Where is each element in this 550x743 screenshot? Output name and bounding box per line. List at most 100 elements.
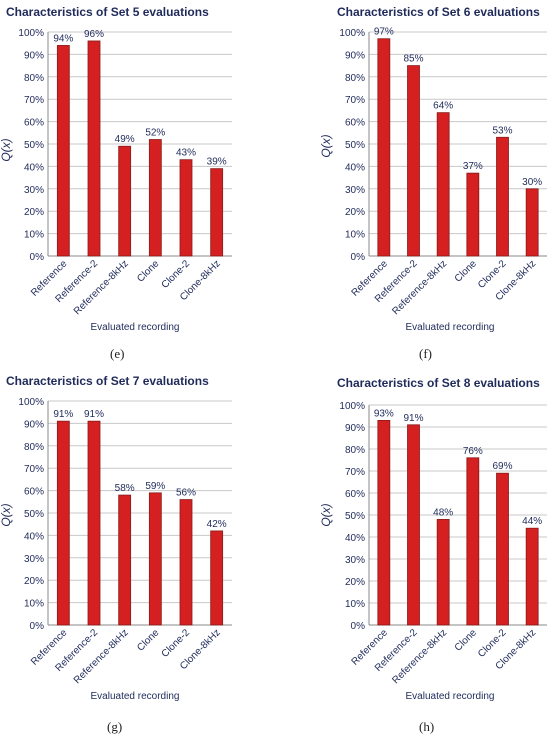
y-tick-label: 60% (24, 487, 44, 498)
y-tick-label: 90% (345, 50, 365, 61)
data-label: 94% (53, 33, 73, 44)
data-label: 42% (207, 519, 227, 530)
y-tick-label: 100% (18, 28, 44, 39)
x-tick-label: Clone (135, 258, 162, 285)
y-tick-label: 100% (339, 28, 365, 39)
data-label: 69% (492, 461, 512, 472)
y-axis-label: Q(x) (319, 503, 333, 526)
data-label: 49% (115, 134, 135, 145)
bar (497, 473, 509, 625)
bar (526, 189, 538, 256)
data-label: 91% (84, 409, 104, 420)
chart-panel-f: Characteristics of Set 6 evaluations 0% 1… (275, 0, 550, 369)
y-tick-label: 10% (24, 230, 44, 241)
x-tick-label: Clone (135, 627, 162, 654)
y-axis-label: Q(x) (0, 138, 13, 161)
data-label: 52% (145, 128, 165, 139)
x-axis-label: Evaluated recording (406, 691, 495, 702)
y-tick-label: 20% (345, 207, 365, 218)
chart-panel-g: Characteristics of Set 7 evaluations 0% 1… (0, 369, 275, 738)
y-tick-label: 70% (24, 95, 44, 106)
y-tick-label: 40% (24, 162, 44, 173)
y-tick-label: 80% (345, 445, 365, 456)
data-label: 59% (145, 481, 165, 492)
chart-title: Characteristics of Set 6 evaluations (337, 5, 540, 19)
chart-panel-e: Characteristics of Set 5 evaluations 0% 1… (0, 0, 275, 369)
chart-title: Characteristics of Set 8 evaluations (337, 376, 540, 390)
y-tick-label: 60% (345, 118, 365, 129)
data-label: 97% (374, 27, 394, 38)
bar (497, 137, 509, 256)
x-tick-label: Reference-8kHz (72, 258, 131, 317)
x-tick-label: Reference-8kHz (390, 258, 449, 317)
data-label: 30% (522, 177, 542, 188)
panel-caption: (g) (107, 719, 122, 735)
x-tick-label: Clone (453, 258, 480, 285)
y-tick-label: 10% (345, 599, 365, 610)
bar (378, 39, 390, 256)
y-tick-label: 100% (339, 401, 365, 412)
y-tick-label: 20% (24, 576, 44, 587)
data-label: 53% (492, 125, 512, 136)
y-tick-label: 80% (24, 442, 44, 453)
y-tick-label: 90% (24, 50, 44, 61)
y-tick-label: 100% (18, 397, 44, 408)
y-axis-label: Q(x) (0, 503, 13, 526)
y-tick-label: 30% (24, 185, 44, 196)
y-tick-label: 50% (24, 509, 44, 520)
x-axis-label: Evaluated recording (406, 322, 495, 333)
data-label: 91% (403, 413, 423, 424)
y-tick-label: 70% (345, 467, 365, 478)
bar (57, 45, 69, 256)
panel-caption: (f) (419, 346, 432, 362)
y-tick-label: 40% (345, 533, 365, 544)
y-tick-label: 70% (345, 95, 365, 106)
y-tick-label: 50% (24, 140, 44, 151)
data-label: 91% (53, 409, 73, 420)
data-label: 85% (403, 54, 423, 65)
bar (437, 113, 449, 256)
data-label: 39% (207, 157, 227, 168)
y-tick-label: 80% (24, 73, 44, 84)
panel-caption: (e) (110, 346, 124, 362)
x-axis-label: Evaluated recording (91, 322, 180, 333)
bar (57, 421, 69, 625)
bar (149, 493, 161, 625)
bar (149, 140, 161, 256)
bar (467, 458, 479, 625)
panel-caption: (h) (419, 719, 434, 735)
bar (408, 66, 420, 256)
bar (119, 495, 131, 625)
y-tick-label: 30% (345, 185, 365, 196)
data-label: 64% (433, 101, 453, 112)
chart-svg-h: Characteristics of Set 8 evaluations 0% 1… (275, 369, 550, 738)
data-label: 44% (522, 516, 542, 527)
chart-svg-e: Characteristics of Set 5 evaluations 0% 1… (0, 0, 275, 369)
bar (408, 425, 420, 625)
y-tick-label: 40% (24, 531, 44, 542)
y-tick-label: 10% (24, 599, 44, 610)
y-tick-label: 20% (345, 577, 365, 588)
y-tick-label: 70% (24, 464, 44, 475)
x-tick-label: Clone (453, 627, 480, 654)
y-tick-label: 10% (345, 230, 365, 241)
y-tick-label: 0% (351, 621, 366, 632)
bar (526, 528, 538, 625)
data-label: 58% (115, 483, 135, 494)
y-tick-label: 50% (345, 511, 365, 522)
chart-svg-f: Characteristics of Set 6 evaluations 0% 1… (275, 0, 550, 369)
bar (88, 421, 100, 625)
bar (119, 146, 131, 256)
x-tick-label: Reference-8kHz (72, 627, 131, 686)
chart-title: Characteristics of Set 5 evaluations (6, 5, 209, 19)
data-label: 93% (374, 408, 394, 419)
y-tick-label: 0% (30, 252, 45, 263)
data-label: 43% (176, 148, 196, 159)
bar (88, 41, 100, 256)
y-axis-label: Q(x) (319, 134, 333, 157)
data-label: 37% (463, 161, 483, 172)
chart-svg-g: Characteristics of Set 7 evaluations 0% 1… (0, 369, 275, 738)
bar (180, 160, 192, 256)
y-tick-label: 80% (345, 73, 365, 84)
bar (180, 500, 192, 625)
